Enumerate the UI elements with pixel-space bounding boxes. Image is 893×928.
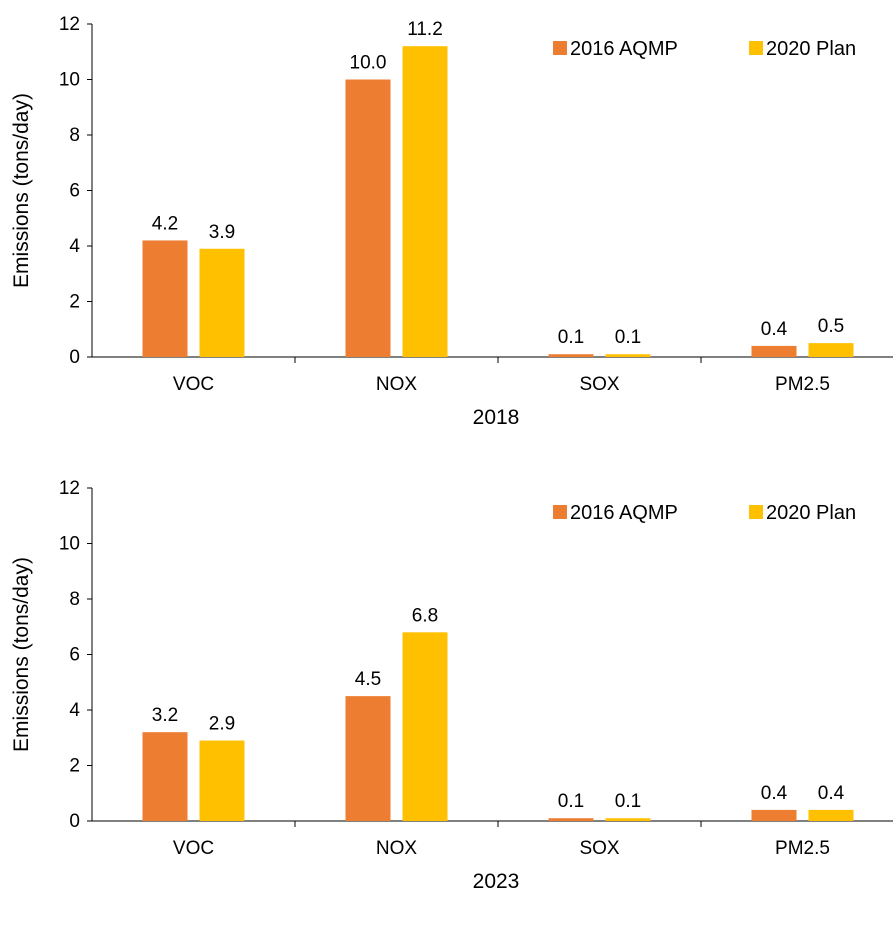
- x-tick-label: NOX: [376, 838, 418, 859]
- data-label: 0.1: [615, 327, 641, 348]
- legend-swatch-2016-aqmp: [553, 505, 567, 519]
- y-tick-label: 10: [59, 534, 80, 555]
- y-tick-label: 2: [69, 756, 80, 777]
- data-label: 11.2: [407, 19, 443, 40]
- legend-label-2016-aqmp: 2016 AQMP: [570, 502, 678, 524]
- x-tick-label: NOX: [376, 374, 418, 395]
- bar-chart-2018: 0 2 4 6 8 10 12 4.2 3.9 VOC 10.0 11.2 NOX 0.1 0.1 SOX 0.…: [10, 14, 893, 429]
- y-axis-title: Emissions (tons/day): [10, 93, 33, 288]
- legend-label-2016-aqmp: 2016 AQMP: [570, 38, 678, 60]
- x-tick-label: PM2.5: [775, 838, 830, 859]
- legend-swatch-2020-plan: [749, 41, 763, 55]
- data-label: 4.2: [152, 213, 178, 234]
- bar-2016-aqmp: [548, 354, 594, 357]
- y-tick-label: 4: [69, 236, 80, 257]
- y-tick-label: 0: [69, 811, 80, 832]
- x-axis-title: 2023: [473, 870, 520, 893]
- data-label: 3.2: [152, 705, 178, 726]
- y-tick-label: 12: [59, 478, 80, 499]
- x-tick-label: SOX: [579, 838, 619, 859]
- y-tick-label: 8: [69, 125, 80, 146]
- bar-2020-plan: [199, 740, 245, 821]
- bar-2020-plan: [199, 248, 245, 357]
- data-label: 10.0: [350, 53, 387, 74]
- bar-2016-aqmp: [142, 732, 188, 821]
- y-tick-label: 10: [59, 70, 80, 91]
- data-label: 0.4: [818, 783, 845, 804]
- x-tick-label: VOC: [173, 838, 214, 859]
- data-label: 2.9: [209, 714, 235, 735]
- bar-2016-aqmp: [345, 696, 391, 821]
- y-tick-label: 2: [69, 292, 80, 313]
- bar-2020-plan: [808, 809, 854, 821]
- bar-2016-aqmp: [548, 818, 594, 821]
- data-label: 0.5: [818, 316, 844, 337]
- x-tick-label: SOX: [579, 374, 619, 395]
- legend-label-2020-plan: 2020 Plan: [766, 502, 856, 524]
- x-axis-title: 2018: [473, 406, 520, 429]
- y-tick-label: 6: [69, 181, 80, 202]
- bar-2020-plan: [402, 46, 448, 357]
- data-label: 0.1: [615, 791, 641, 812]
- data-label: 6.8: [412, 605, 438, 626]
- legend-swatch-2020-plan: [749, 505, 763, 519]
- data-label: 0.4: [761, 783, 788, 804]
- bar-2016-aqmp: [142, 240, 188, 357]
- x-tick-label: VOC: [173, 374, 214, 395]
- y-axis-title: Emissions (tons/day): [10, 557, 33, 752]
- bar-2016-aqmp: [751, 345, 797, 357]
- y-tick-label: 12: [59, 14, 80, 35]
- bar-2016-aqmp: [345, 79, 391, 357]
- legend-swatch-2016-aqmp: [553, 41, 567, 55]
- bar-2016-aqmp: [751, 809, 797, 821]
- y-tick-label: 8: [69, 589, 80, 610]
- y-tick-label: 4: [69, 700, 80, 721]
- legend-label-2020-plan: 2020 Plan: [766, 38, 856, 60]
- data-label: 0.1: [558, 791, 584, 812]
- bar-chart-2023: 0 2 4 6 8 10 12 3.2 2.9 VOC 4.5 6.8 NOX 0.1 0.1 SOX 0.4 0…: [10, 478, 893, 893]
- bar-2020-plan: [402, 632, 448, 821]
- y-tick-label: 0: [69, 347, 80, 368]
- data-label: 3.9: [209, 222, 235, 243]
- x-tick-label: PM2.5: [775, 374, 830, 395]
- data-label: 0.4: [761, 319, 788, 340]
- y-tick-label: 6: [69, 645, 80, 666]
- data-label: 4.5: [355, 669, 381, 690]
- data-label: 0.1: [558, 327, 584, 348]
- bar-2020-plan: [605, 354, 651, 357]
- bar-2020-plan: [808, 343, 854, 357]
- bar-2020-plan: [605, 818, 651, 821]
